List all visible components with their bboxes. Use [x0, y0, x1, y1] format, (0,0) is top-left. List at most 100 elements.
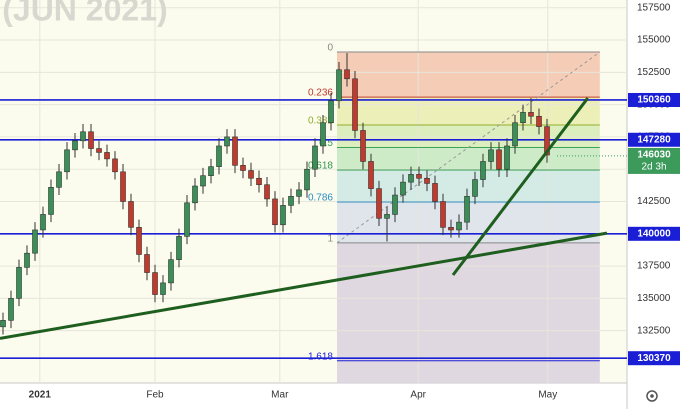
y-tick-label: 152500 [637, 67, 671, 78]
candle-body [24, 252, 30, 268]
candle-body [224, 136, 230, 147]
candle-body [440, 201, 446, 228]
candle-body [80, 131, 86, 142]
fib-zone [337, 242, 600, 383]
trend-line [0, 231, 608, 340]
candle-body [144, 254, 150, 273]
candle-body [112, 158, 118, 173]
candle-body [432, 183, 438, 202]
candle-body [48, 187, 54, 215]
candle-body [448, 227, 454, 231]
candle-body [296, 189, 302, 197]
candle-body [392, 194, 398, 215]
settings-icon[interactable] [646, 390, 658, 402]
candle-body [376, 188, 382, 219]
candle-body [184, 202, 190, 237]
candle-body [520, 112, 526, 124]
y-tick-label: 137500 [637, 261, 671, 272]
fib-zone [337, 147, 600, 170]
candle-body [248, 170, 254, 179]
price-tag-label: 150360 [637, 95, 671, 106]
candle-body [136, 227, 142, 255]
fib-level-label: 0.5 [319, 138, 333, 149]
candle-body [208, 166, 214, 176]
fib-level-label: 0.618 [308, 161, 333, 172]
price-tag [628, 351, 680, 366]
candle-body [40, 214, 46, 231]
price-tag-label: 130370 [637, 353, 671, 364]
candle-body [336, 69, 342, 102]
time-axis [0, 383, 627, 409]
candle-body [160, 282, 166, 295]
candle-body [304, 168, 310, 191]
candle-body [256, 177, 262, 186]
candle-body [200, 175, 206, 187]
price-axis [627, 0, 680, 409]
x-tick-label: May [538, 390, 557, 401]
y-tick-label: 142500 [637, 196, 671, 207]
candle-body [280, 205, 286, 226]
fib-level-label: 0 [327, 43, 333, 54]
candle-body [528, 112, 534, 117]
fib-level-label: 0.382 [308, 116, 333, 127]
x-tick-label: Mar [271, 390, 289, 401]
fib-zone [337, 52, 600, 98]
candle-body [128, 201, 134, 228]
candle-body [368, 161, 374, 189]
watermark: S (JUN 2021) [0, 0, 168, 27]
last-price-tag [628, 147, 680, 174]
candle-body [72, 140, 78, 151]
candle-body [544, 126, 550, 156]
candle-body [8, 298, 14, 321]
candle-body [64, 149, 70, 173]
candle-body [424, 177, 430, 184]
candle-body [104, 152, 110, 160]
x-tick-label: 2021 [29, 390, 52, 401]
candle-body [216, 145, 222, 167]
candle-body [472, 179, 478, 197]
candle-body [464, 196, 470, 223]
candle-body [536, 115, 542, 127]
candle-body [456, 221, 462, 231]
price-tag [628, 226, 680, 241]
candle-body [288, 196, 294, 206]
candle-body [312, 145, 318, 170]
candle-body [272, 198, 278, 226]
candle-body [176, 236, 182, 260]
x-tick-label: Feb [146, 390, 164, 401]
y-tick-label: 132500 [637, 325, 671, 336]
candle-body [32, 229, 38, 254]
candle-body [384, 214, 390, 219]
countdown-label: 2d 3h [641, 162, 666, 173]
candle-body [344, 69, 350, 80]
candle-body [416, 174, 422, 179]
y-tick-label: 135000 [637, 293, 671, 304]
price-tag-label: 140000 [637, 228, 671, 239]
candle-body [480, 161, 486, 180]
candle-body [400, 181, 406, 196]
candle-body [56, 171, 62, 188]
candle-body [320, 122, 326, 147]
candle-body [232, 136, 238, 166]
x-tick-label: Apr [410, 390, 426, 401]
candle-body [360, 130, 366, 162]
candle-body [0, 320, 6, 328]
fib-zone [337, 97, 600, 125]
fib-level-label: 1 [327, 233, 333, 244]
candle-body [512, 122, 518, 147]
candle-body [504, 145, 510, 170]
candle-body [488, 149, 494, 162]
candle-body [496, 149, 502, 170]
trend-line [451, 97, 589, 276]
y-tick-label: 157500 [637, 2, 671, 13]
candle-body [16, 267, 22, 299]
price-tag-label: 147280 [637, 134, 671, 145]
fib-zone [337, 124, 600, 148]
candle-body [264, 184, 270, 200]
candle-body [88, 131, 94, 149]
candle-body [152, 272, 158, 295]
candle-body [96, 148, 102, 153]
last-price-label: 146030 [637, 150, 671, 161]
fib-level-label: 0.786 [308, 193, 333, 204]
